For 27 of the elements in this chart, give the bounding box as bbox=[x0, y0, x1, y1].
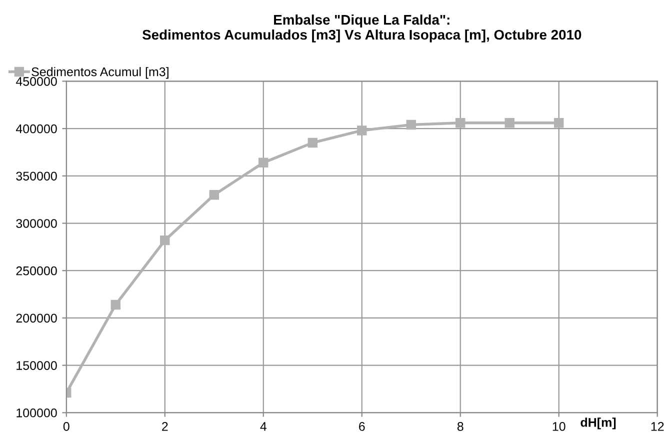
point bbox=[456, 118, 466, 128]
point bbox=[554, 118, 564, 128]
x-tick-label: 10 bbox=[552, 422, 566, 431]
point bbox=[406, 120, 416, 130]
y-tick-label: 400000 bbox=[16, 124, 57, 134]
point bbox=[110, 300, 121, 310]
x-tick-label: 2 bbox=[162, 422, 168, 431]
point bbox=[504, 118, 514, 128]
y-tick-label: 200000 bbox=[16, 314, 57, 323]
point bbox=[357, 126, 367, 136]
y-tick-label: 350000 bbox=[16, 172, 57, 181]
x-tick-label: 4 bbox=[260, 422, 266, 431]
y-tick-label: 300000 bbox=[16, 219, 57, 228]
x-tick-label: 6 bbox=[359, 422, 365, 431]
x-axis-title: dH[m] bbox=[580, 418, 616, 430]
x-tick-label: 12 bbox=[651, 422, 664, 431]
point bbox=[160, 235, 170, 246]
y-tick-label: 450000 bbox=[16, 77, 57, 86]
point bbox=[258, 158, 268, 168]
chart-title: Embalse "Dique La Falda": Sedimentos Acumulados [m3] Vs Altura Isopaca [m], Octubre 2010 bbox=[142, 14, 582, 42]
y-tick-label: 100000 bbox=[16, 408, 57, 418]
x-tick-label: 8 bbox=[457, 422, 464, 431]
y-tick-label: 150000 bbox=[16, 361, 57, 370]
x-tick-label: 0 bbox=[63, 422, 70, 431]
y-tick-label: 250000 bbox=[16, 266, 57, 276]
point bbox=[209, 190, 219, 200]
point bbox=[308, 138, 318, 148]
